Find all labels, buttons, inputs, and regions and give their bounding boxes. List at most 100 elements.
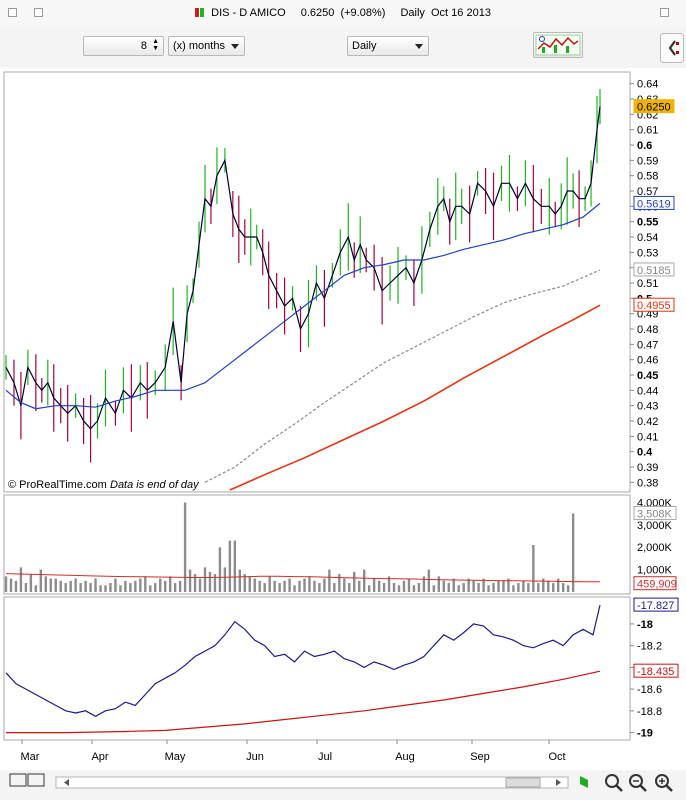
period-count-value: 8 bbox=[140, 40, 147, 52]
volume-bar bbox=[512, 585, 515, 592]
volume-bar bbox=[139, 578, 142, 592]
price-change: (+9.08%) bbox=[340, 7, 386, 19]
volume-bar bbox=[109, 583, 112, 592]
price-axis-label: 0.45 bbox=[637, 370, 658, 382]
indicator-panel bbox=[3, 596, 631, 741]
volume-ma-line bbox=[5, 573, 600, 583]
title-bar: DIS - D AMICO 0.6250 (+9.08%) Daily Oct … bbox=[0, 0, 686, 28]
volume-bar bbox=[248, 576, 251, 592]
volume-bar bbox=[566, 585, 570, 592]
volume-bar bbox=[527, 583, 530, 592]
volume-axis-label: 2,000K bbox=[637, 542, 673, 554]
side-panel-icon bbox=[668, 40, 679, 56]
volume-bar bbox=[144, 576, 147, 592]
volume-bar bbox=[338, 574, 341, 592]
price-axis-label: 0.43 bbox=[637, 401, 658, 413]
volume-bar bbox=[422, 576, 426, 592]
price-chart[interactable]: 0.640.630.620.610.60.590.580.570.560.550… bbox=[0, 68, 686, 770]
window-restore-box[interactable] bbox=[34, 8, 43, 17]
interval-select[interactable]: Daily bbox=[347, 36, 429, 56]
volume-bar bbox=[198, 578, 202, 592]
volume-bar bbox=[487, 585, 490, 592]
candle-style-icon[interactable] bbox=[580, 776, 588, 788]
x-axis-label: Aug bbox=[395, 751, 415, 763]
volume-bar bbox=[218, 547, 222, 592]
scroll-right-icon[interactable] bbox=[556, 779, 561, 786]
volume-bar bbox=[64, 583, 67, 592]
volume-bar bbox=[557, 578, 560, 592]
volume-bar bbox=[173, 583, 177, 592]
indicators-button[interactable] bbox=[533, 32, 583, 58]
x-axis-label: Sep bbox=[470, 751, 490, 763]
indicator-value-tag-box bbox=[633, 663, 679, 678]
volume-bar bbox=[472, 580, 475, 592]
volume-bar bbox=[343, 578, 346, 592]
symbol-name: DIS - D AMICO bbox=[211, 7, 286, 19]
scroll-left-icon[interactable] bbox=[64, 779, 69, 786]
settings-icon[interactable] bbox=[27, 773, 45, 787]
navigation-controls bbox=[9, 773, 673, 792]
volume-bar bbox=[467, 578, 470, 592]
history-scrollbar[interactable] bbox=[55, 776, 569, 789]
price-axis-label: 0.47 bbox=[637, 339, 658, 351]
volume-bar bbox=[298, 580, 301, 592]
period-count-stepper[interactable]: 8 ▲ ▼ bbox=[83, 36, 164, 56]
price-axis-label: 0.61 bbox=[637, 125, 658, 137]
price-axis-label: 0.39 bbox=[637, 462, 658, 474]
volume-bar bbox=[502, 580, 505, 592]
volume-bar bbox=[532, 545, 535, 592]
price-value-tag-box bbox=[633, 297, 675, 312]
indicator-value-tag: -18.435 bbox=[637, 666, 674, 678]
price-series-close bbox=[5, 106, 601, 430]
quote-date: Oct 16 2013 bbox=[431, 7, 491, 19]
volume-bar bbox=[159, 578, 162, 592]
volume-value-tag: 459,909 bbox=[637, 579, 677, 591]
zoom-in-icon[interactable] bbox=[655, 774, 669, 788]
volume-bar bbox=[4, 576, 8, 592]
screen-icon[interactable] bbox=[9, 773, 27, 787]
volume-bar bbox=[178, 580, 182, 592]
price-axis-label: 0.44 bbox=[637, 385, 658, 397]
window-close-box[interactable] bbox=[660, 8, 669, 17]
scroll-bar-row bbox=[0, 770, 686, 800]
volume-bar bbox=[168, 576, 172, 592]
volume-bar bbox=[104, 585, 107, 592]
volume-bar bbox=[442, 580, 445, 592]
price-axis-label: 0.41 bbox=[637, 431, 658, 443]
volume-bar bbox=[203, 567, 207, 592]
volume-bar bbox=[392, 583, 396, 592]
volume-bar bbox=[94, 578, 97, 592]
price-axis-label: 0.42 bbox=[637, 416, 658, 428]
zoom-out-icon[interactable] bbox=[629, 774, 643, 788]
volume-bar bbox=[417, 583, 421, 592]
volume-panel bbox=[3, 494, 631, 595]
price-axis-label: 0.58 bbox=[637, 171, 658, 183]
volume-bar bbox=[313, 580, 316, 592]
zoom-fit-icon[interactable] bbox=[605, 774, 619, 788]
volume-bar bbox=[427, 569, 431, 592]
price-axis-label: 0.53 bbox=[637, 247, 658, 259]
window-menu-box[interactable] bbox=[8, 8, 17, 17]
indicator-series-indicator bbox=[5, 604, 601, 717]
volume-bar bbox=[213, 574, 217, 592]
side-panel-toggle[interactable] bbox=[660, 33, 684, 63]
volume-bar bbox=[507, 578, 510, 592]
x-axis-label: Jun bbox=[246, 751, 264, 763]
period-unit-select[interactable]: (x) months bbox=[168, 36, 245, 56]
volume-bar bbox=[367, 585, 371, 592]
volume-bar bbox=[273, 580, 276, 592]
indicator-value-tag-box bbox=[633, 597, 679, 612]
volume-bar bbox=[571, 513, 575, 592]
scrollbar-thumb[interactable] bbox=[505, 777, 541, 788]
volume-bar bbox=[44, 576, 47, 592]
price-axis-label: 0.51 bbox=[637, 278, 658, 290]
volume-bar bbox=[561, 583, 565, 592]
candle-down-icon bbox=[195, 8, 200, 17]
chevron-down-icon bbox=[415, 44, 423, 49]
stepper-arrows-icon[interactable]: ▲ ▼ bbox=[152, 38, 159, 52]
volume-bar bbox=[14, 580, 18, 592]
price-value-tag: 0.4955 bbox=[637, 300, 671, 312]
volume-bar bbox=[188, 569, 192, 592]
volume-bar bbox=[432, 585, 436, 592]
volume-bar bbox=[243, 574, 246, 592]
